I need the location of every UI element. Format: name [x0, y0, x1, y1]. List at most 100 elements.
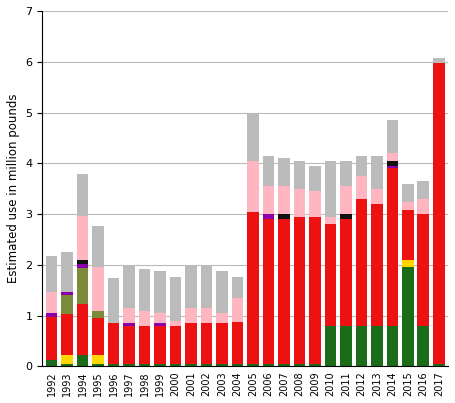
Bar [309, 191, 321, 217]
Bar [108, 364, 119, 366]
Bar [77, 355, 88, 366]
Bar [185, 308, 197, 323]
Bar [46, 313, 57, 317]
Bar [185, 364, 197, 366]
Bar [263, 219, 274, 364]
Bar [278, 158, 290, 186]
Bar [61, 314, 73, 355]
Bar [92, 355, 104, 364]
Bar [46, 256, 57, 292]
Bar [92, 226, 104, 268]
Bar [402, 210, 414, 260]
Bar [46, 317, 57, 360]
Bar [324, 217, 336, 224]
Bar [77, 264, 88, 268]
Bar [386, 153, 398, 161]
Bar [402, 202, 414, 210]
Bar [92, 318, 104, 355]
Bar [247, 212, 259, 364]
Bar [263, 214, 274, 219]
Bar [386, 161, 398, 166]
Bar [278, 214, 290, 219]
Bar [278, 219, 290, 364]
Bar [170, 364, 182, 366]
Bar [46, 292, 57, 313]
Bar [77, 174, 88, 216]
Bar [61, 251, 73, 292]
Bar [371, 189, 383, 204]
Bar [61, 355, 73, 364]
Bar [108, 323, 119, 364]
Bar [402, 260, 414, 268]
Bar [92, 311, 104, 318]
Bar [201, 266, 212, 308]
Bar [386, 326, 398, 366]
Bar [77, 268, 88, 305]
Bar [355, 326, 367, 366]
Bar [433, 58, 445, 63]
Bar [324, 161, 336, 217]
Bar [340, 161, 352, 186]
Bar [247, 114, 259, 161]
Bar [278, 364, 290, 366]
Y-axis label: Estimated use in million pounds: Estimated use in million pounds [7, 94, 20, 283]
Bar [232, 322, 243, 364]
Bar [108, 278, 119, 323]
Bar [216, 323, 228, 364]
Bar [355, 156, 367, 176]
Bar [247, 364, 259, 366]
Bar [154, 323, 166, 326]
Bar [61, 295, 73, 314]
Bar [263, 156, 274, 186]
Bar [263, 364, 274, 366]
Bar [386, 120, 398, 153]
Bar [123, 364, 135, 366]
Bar [77, 305, 88, 355]
Bar [371, 156, 383, 189]
Bar [309, 166, 321, 191]
Bar [293, 364, 305, 366]
Bar [154, 364, 166, 366]
Bar [232, 276, 243, 298]
Bar [340, 326, 352, 366]
Bar [232, 298, 243, 322]
Bar [170, 321, 182, 326]
Bar [340, 186, 352, 214]
Bar [123, 323, 135, 326]
Bar [201, 323, 212, 364]
Bar [139, 326, 150, 364]
Bar [418, 199, 429, 214]
Bar [216, 313, 228, 323]
Bar [154, 272, 166, 313]
Bar [185, 266, 197, 308]
Bar [418, 181, 429, 199]
Bar [247, 161, 259, 212]
Bar [340, 214, 352, 219]
Bar [123, 326, 135, 364]
Bar [402, 184, 414, 202]
Bar [232, 364, 243, 366]
Bar [46, 360, 57, 366]
Bar [92, 364, 104, 366]
Bar [170, 326, 182, 364]
Bar [263, 186, 274, 214]
Bar [61, 364, 73, 366]
Bar [418, 326, 429, 366]
Bar [201, 364, 212, 366]
Bar [61, 292, 73, 295]
Bar [139, 364, 150, 366]
Bar [418, 214, 429, 326]
Bar [123, 265, 135, 308]
Bar [355, 199, 367, 326]
Bar [293, 189, 305, 217]
Bar [77, 260, 88, 264]
Bar [309, 217, 321, 364]
Bar [170, 276, 182, 321]
Bar [278, 186, 290, 214]
Bar [386, 166, 398, 168]
Bar [293, 161, 305, 189]
Bar [433, 364, 445, 366]
Bar [293, 217, 305, 364]
Bar [77, 216, 88, 260]
Bar [92, 268, 104, 311]
